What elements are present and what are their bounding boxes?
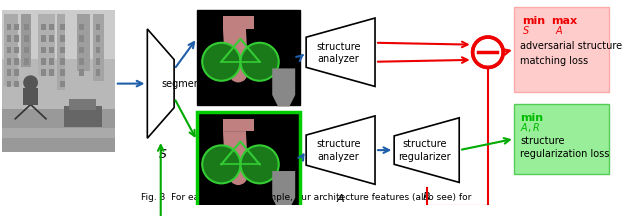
- Text: regularizer: regularizer: [399, 152, 451, 162]
- Bar: [6, 47, 12, 53]
- Bar: [6, 58, 12, 65]
- Polygon shape: [223, 16, 253, 29]
- Text: adversarial structure: adversarial structure: [520, 41, 623, 51]
- Bar: [21, 14, 31, 67]
- Bar: [4, 14, 18, 86]
- Text: matching loss: matching loss: [520, 56, 589, 66]
- Bar: [6, 24, 12, 30]
- Polygon shape: [147, 29, 174, 138]
- Bar: [197, 10, 300, 105]
- Polygon shape: [272, 171, 295, 209]
- Bar: [41, 47, 46, 53]
- Bar: [23, 88, 38, 105]
- Circle shape: [230, 65, 247, 82]
- Bar: [79, 47, 84, 53]
- Bar: [58, 14, 65, 90]
- Bar: [79, 69, 84, 76]
- Bar: [49, 24, 54, 30]
- Bar: [14, 24, 19, 30]
- Polygon shape: [223, 29, 248, 64]
- Bar: [95, 24, 100, 30]
- Text: Fig. 3  For each training example, our architecture features (also see) for: Fig. 3 For each training example, our ar…: [141, 193, 471, 202]
- Bar: [49, 35, 54, 42]
- Circle shape: [241, 43, 279, 81]
- Bar: [2, 10, 115, 59]
- Text: $S$: $S$: [522, 24, 530, 37]
- Circle shape: [472, 37, 503, 67]
- Circle shape: [202, 43, 241, 81]
- Bar: [60, 24, 65, 30]
- Bar: [14, 69, 19, 76]
- Text: $R$: $R$: [422, 190, 431, 202]
- Text: analyzer: analyzer: [318, 54, 360, 64]
- Bar: [2, 109, 115, 152]
- Text: analyzer: analyzer: [318, 152, 360, 162]
- Bar: [38, 14, 56, 76]
- Bar: [79, 58, 84, 65]
- Text: segmenter: segmenter: [161, 79, 214, 89]
- Bar: [14, 81, 19, 87]
- Text: max: max: [551, 16, 577, 26]
- Bar: [49, 69, 54, 76]
- Bar: [95, 35, 100, 42]
- Text: structure: structure: [403, 139, 447, 149]
- Bar: [64, 106, 102, 127]
- Bar: [95, 47, 100, 53]
- Bar: [60, 81, 65, 87]
- Bar: [41, 58, 46, 65]
- Bar: [93, 14, 104, 81]
- Circle shape: [24, 76, 37, 89]
- Text: min: min: [522, 16, 545, 26]
- Bar: [69, 99, 95, 110]
- Bar: [60, 35, 65, 42]
- Text: regularization loss: regularization loss: [520, 149, 610, 159]
- Bar: [49, 58, 54, 65]
- Bar: [49, 47, 54, 53]
- Bar: [41, 69, 46, 76]
- Text: $A$: $A$: [555, 24, 563, 37]
- Bar: [24, 35, 29, 42]
- FancyBboxPatch shape: [514, 103, 609, 174]
- Bar: [60, 58, 65, 65]
- Polygon shape: [306, 116, 375, 184]
- Polygon shape: [306, 18, 375, 86]
- Bar: [14, 35, 19, 42]
- Text: structure: structure: [316, 41, 361, 52]
- Bar: [24, 24, 29, 30]
- Bar: [14, 58, 19, 65]
- Polygon shape: [394, 118, 460, 183]
- Circle shape: [230, 167, 247, 184]
- Bar: [6, 35, 12, 42]
- Bar: [77, 14, 90, 71]
- Polygon shape: [223, 119, 253, 131]
- Text: structure: structure: [316, 139, 361, 149]
- Bar: [41, 35, 46, 42]
- Bar: [95, 58, 100, 65]
- Text: $S$: $S$: [158, 148, 168, 161]
- Polygon shape: [223, 131, 248, 166]
- Bar: [60, 69, 65, 76]
- Text: min: min: [520, 113, 543, 123]
- Bar: [24, 47, 29, 53]
- Bar: [95, 69, 100, 76]
- Bar: [197, 112, 300, 207]
- Bar: [24, 58, 29, 65]
- Circle shape: [241, 145, 279, 183]
- Bar: [6, 69, 12, 76]
- Bar: [60, 47, 65, 53]
- Bar: [14, 47, 19, 53]
- Bar: [2, 128, 115, 138]
- Bar: [6, 81, 12, 87]
- Bar: [79, 35, 84, 42]
- Circle shape: [202, 145, 241, 183]
- Bar: [2, 10, 115, 152]
- Text: structure: structure: [520, 136, 565, 146]
- Polygon shape: [272, 68, 295, 106]
- FancyBboxPatch shape: [514, 7, 609, 92]
- Bar: [79, 24, 84, 30]
- Text: $A, R$: $A, R$: [520, 121, 540, 134]
- Text: $A$: $A$: [336, 192, 346, 204]
- Bar: [197, 112, 300, 207]
- Bar: [41, 24, 46, 30]
